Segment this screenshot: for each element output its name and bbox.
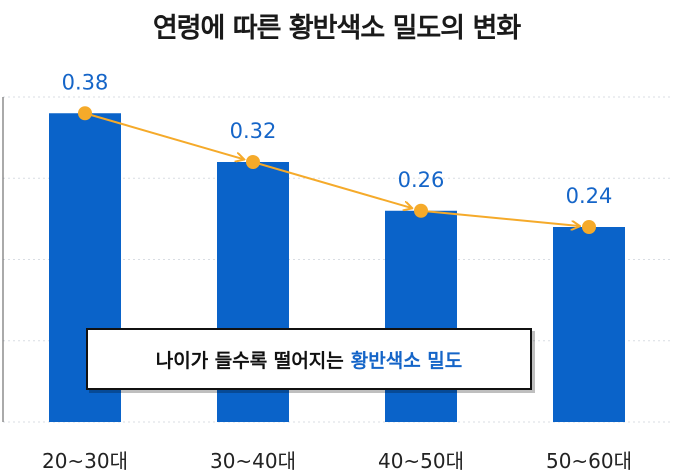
trend-point [582, 220, 596, 234]
trend-arrow [252, 161, 411, 208]
trend-arrow [84, 112, 243, 159]
x-tick-label: 50~60대 [546, 449, 632, 472]
x-tick-label: 40~50대 [378, 449, 464, 472]
annotation-highlight: 황반색소 밀도 [350, 349, 463, 372]
data-label: 0.32 [230, 119, 277, 143]
bar [553, 227, 625, 422]
bar [385, 210, 457, 422]
data-label: 0.26 [398, 168, 445, 192]
annotation-text: 나이가 들수록 떨어지는 [155, 349, 344, 372]
trend-point [246, 155, 260, 169]
x-tick-label: 20~30대 [42, 449, 128, 472]
x-tick-label: 30~40대 [210, 449, 296, 472]
data-label: 0.24 [566, 184, 613, 208]
data-label: 0.38 [62, 70, 109, 94]
chart-title: 연령에 따른 황반색소 밀도의 변화 [152, 13, 521, 44]
trend-arrow [420, 209, 579, 226]
trend-point [414, 203, 428, 218]
annotation-box: 나이가 들수록 떨어지는 황반색소 밀도 [86, 328, 532, 390]
trend-point [78, 106, 92, 121]
